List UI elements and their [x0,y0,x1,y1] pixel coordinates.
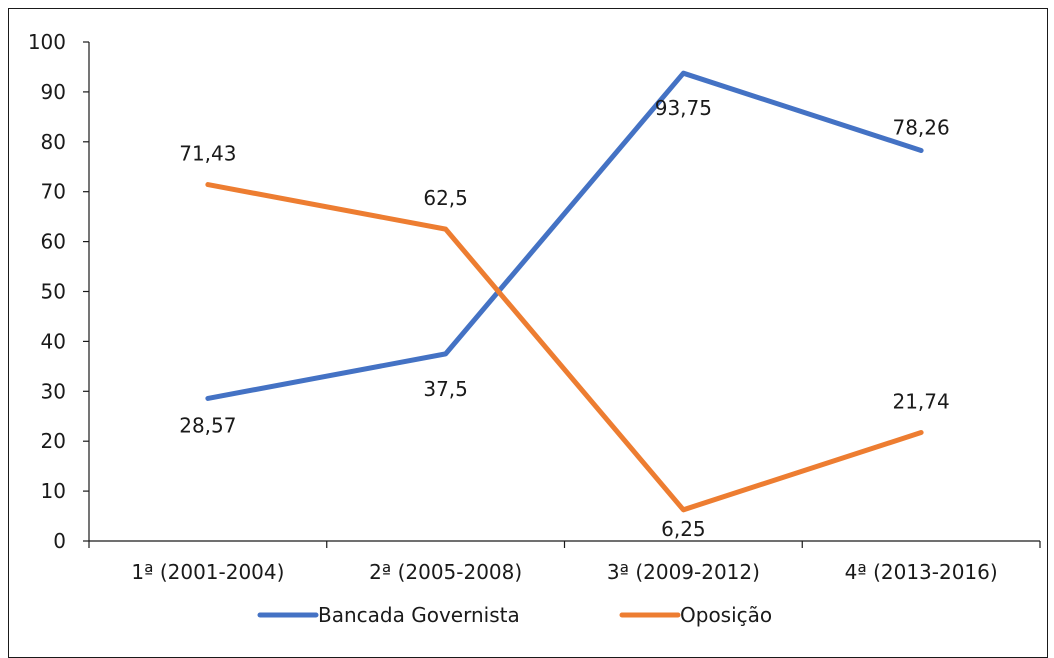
y-tick-label: 80 [41,130,66,154]
legend-label: Oposição [680,603,772,627]
series-layer [205,70,924,513]
x-tick-label: 1ª (2001-2004) [131,560,284,584]
y-tick-label: 0 [53,529,66,553]
data-label: 28,57 [179,413,236,437]
y-tick-label: 30 [41,379,66,403]
y-tick-label: 90 [41,80,66,104]
y-tick-label: 10 [41,479,66,503]
data-label: 6,25 [661,517,706,541]
data-labels: 28,57 37,5 93,75 78,26 71,43 62,5 6,25 21,74 [179,96,950,541]
x-tick-label: 3ª (2009-2012) [607,560,760,584]
series-line-bancada-governista [205,70,924,401]
y-tick-label: 70 [41,180,66,204]
x-tick-label: 4ª (2013-2016) [845,560,998,584]
data-label: 93,75 [655,96,712,120]
data-label: 78,26 [892,115,949,139]
x-tick-label: 2ª (2005-2008) [369,560,522,584]
legend-label: Bancada Governista [318,603,520,627]
data-label: 21,74 [892,390,949,414]
legend: Bancada Governista Oposição [257,603,772,627]
chart-frame [8,8,1048,658]
data-label: 62,5 [423,186,468,210]
y-tick-label: 60 [41,230,66,254]
y-tick-label: 20 [41,429,66,453]
series-line-oposicao [205,182,924,513]
y-tick-label: 100 [28,30,66,54]
axes: 0 10 20 30 40 50 60 70 80 90 100 1ª (2001-2004) 2ª (… [28,30,1041,584]
data-label: 71,43 [179,142,236,166]
data-label: 37,5 [423,377,468,401]
y-tick-label: 50 [41,280,66,304]
y-tick-label: 40 [41,329,66,353]
